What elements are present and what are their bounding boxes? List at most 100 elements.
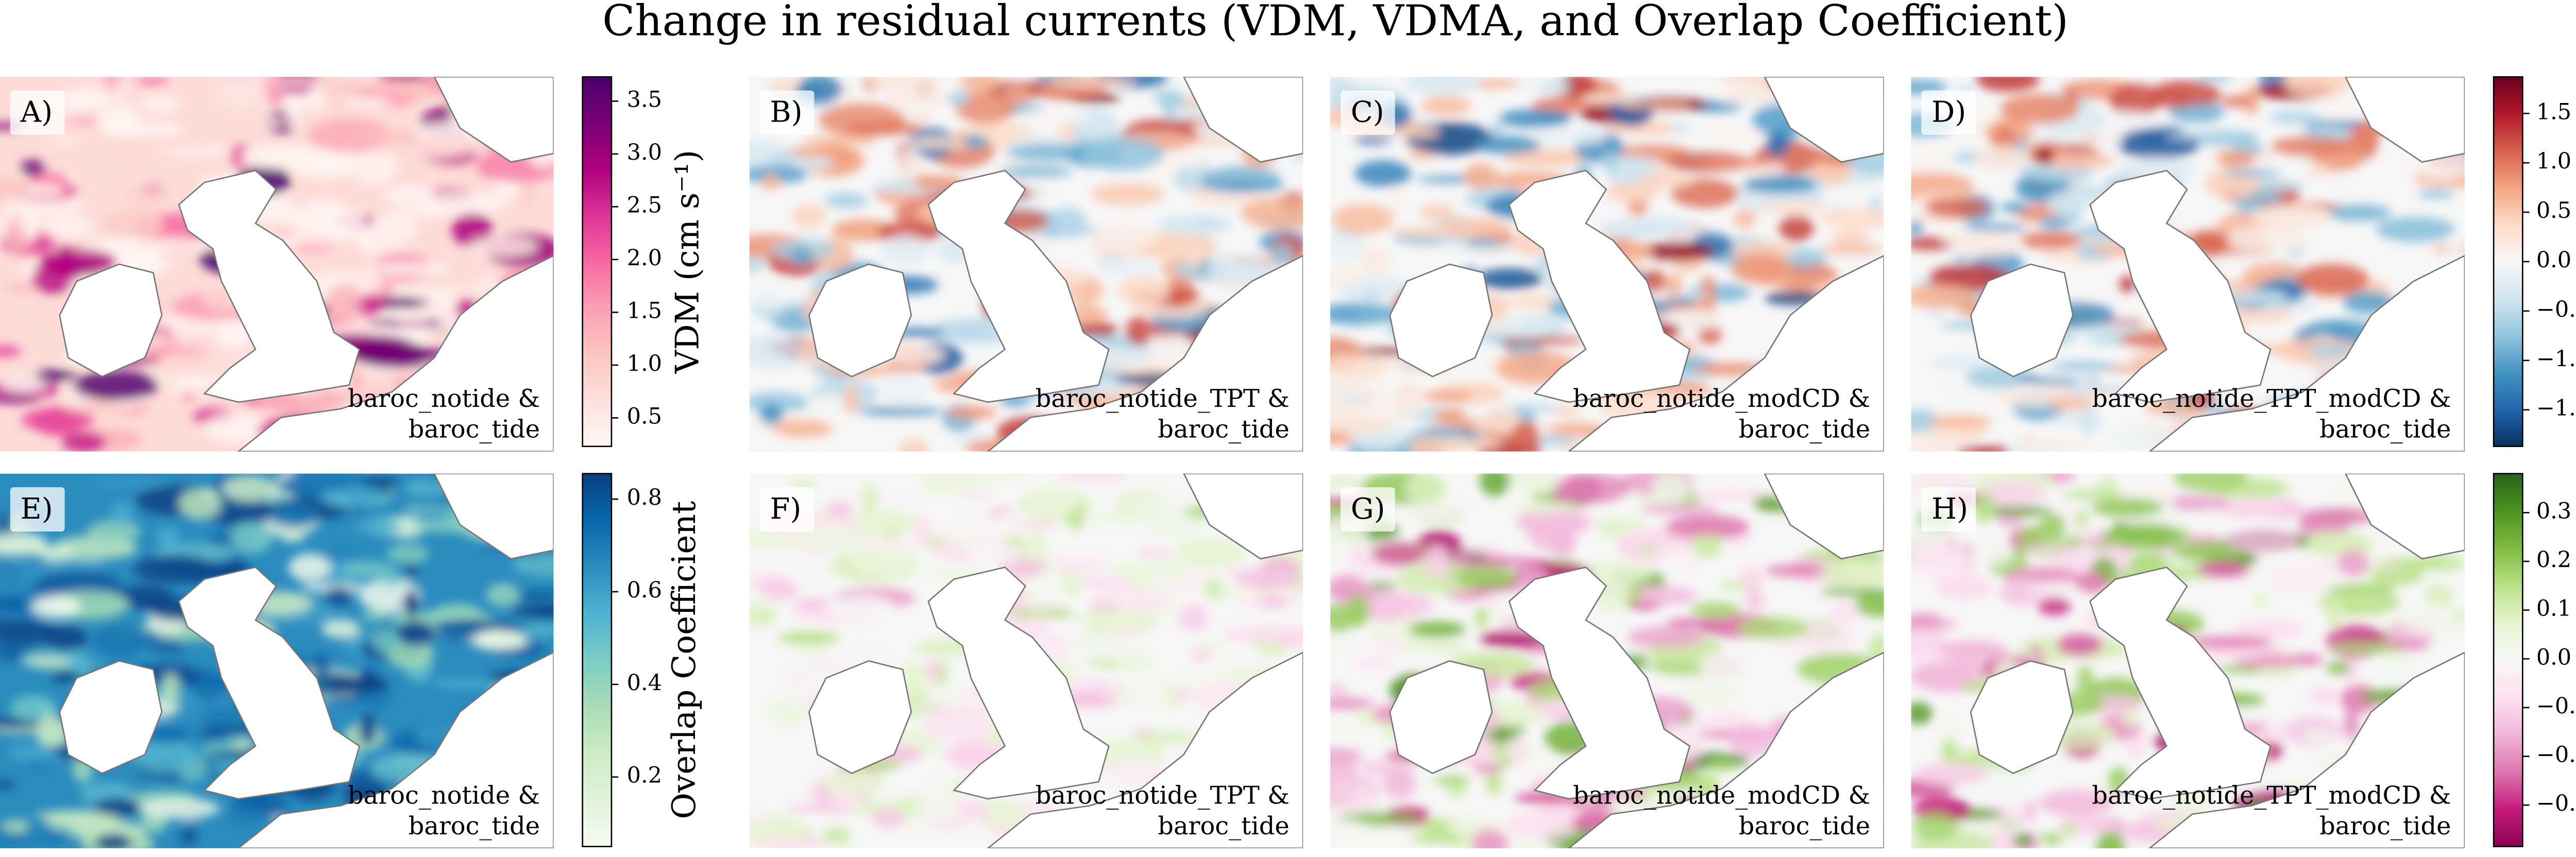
map-feature <box>843 384 859 415</box>
panel-caption: baroc_tide <box>1739 415 1870 443</box>
map-feature <box>804 233 823 240</box>
map-feature <box>1046 207 1088 237</box>
map-feature <box>2050 414 2084 425</box>
map-feature <box>471 630 529 651</box>
map-feature <box>2304 729 2332 744</box>
map-feature <box>1831 230 1870 246</box>
colorbar-tick-label: 0.4 <box>627 670 662 696</box>
colorbar-tick-label: 1.5 <box>627 298 662 323</box>
map-feature <box>749 604 776 627</box>
map-feature <box>103 77 120 92</box>
map-feature <box>1330 267 1363 288</box>
map-feature <box>899 438 929 452</box>
map-feature <box>1652 473 1689 505</box>
map-feature <box>1973 537 2014 566</box>
map-feature <box>2270 136 2353 157</box>
map-feature <box>914 516 932 544</box>
map-feature <box>1424 545 1449 577</box>
map-feature <box>1234 568 1303 590</box>
panel-label: A) <box>20 96 53 129</box>
map-feature <box>22 208 40 240</box>
map-feature <box>2178 105 2222 123</box>
map-feature <box>2097 476 2119 493</box>
panel-caption: baroc_notide_modCD & <box>1573 385 1870 413</box>
panel-caption: baroc_notide & <box>348 385 540 413</box>
map-feature <box>2096 830 2125 848</box>
map-feature <box>1367 581 1396 590</box>
map-feature <box>1504 336 1584 345</box>
map-panel <box>1911 473 2465 848</box>
map-feature <box>61 88 111 106</box>
map-feature <box>278 77 318 95</box>
map-feature <box>162 673 180 707</box>
map-feature <box>1820 588 1884 596</box>
map-feature <box>962 818 985 843</box>
colorbar-tick-label: 1.0 <box>627 351 662 376</box>
map-feature <box>1665 273 1683 297</box>
map-feature <box>1511 421 1540 452</box>
map-feature <box>896 148 923 179</box>
colorbar-label: Overlap Coefficient <box>665 501 703 819</box>
map-feature <box>240 144 310 169</box>
map-feature <box>1391 227 1451 239</box>
colorbar-tick-label: 0.8 <box>627 485 662 510</box>
map-feature <box>1979 481 2043 507</box>
map-feature <box>879 235 932 266</box>
map-feature <box>1408 621 1466 637</box>
map-feature <box>1477 268 1543 289</box>
map-feature <box>824 193 869 209</box>
map-feature <box>1728 724 1775 757</box>
map-feature <box>27 760 53 770</box>
map-feature <box>324 586 352 606</box>
map-feature <box>2309 345 2352 358</box>
map-feature <box>520 625 554 636</box>
map-feature <box>946 405 997 420</box>
map-feature <box>320 486 387 508</box>
map-feature <box>1911 702 1933 725</box>
map-feature <box>2091 498 2163 518</box>
map-feature <box>1026 484 1081 517</box>
map-feature <box>750 839 835 848</box>
map-feature <box>1935 574 1994 601</box>
map-feature <box>430 679 501 688</box>
map-feature <box>2269 110 2320 125</box>
map-feature <box>2000 94 2080 124</box>
map-feature <box>1737 616 1809 639</box>
map-feature <box>1358 246 1392 276</box>
map-feature <box>1048 553 1115 561</box>
map-feature <box>1464 163 1498 190</box>
map-feature <box>1066 486 1111 493</box>
map-feature <box>1699 652 1747 679</box>
map-feature <box>1928 415 1993 427</box>
map-feature <box>1975 77 2040 92</box>
map-feature <box>791 204 827 228</box>
map-feature <box>2001 202 2029 213</box>
map-feature <box>1554 473 1631 504</box>
map-feature <box>1396 562 1481 595</box>
map-feature <box>31 595 81 619</box>
map-feature <box>209 144 224 157</box>
map-feature <box>1241 196 1303 230</box>
panel-caption: baroc_tide <box>1158 415 1289 443</box>
colorbar-tick-label: 0.1 <box>2536 596 2571 622</box>
colorbar-tick-label: −0.2 <box>2536 742 2576 768</box>
map-feature <box>2450 611 2465 620</box>
colorbar-tick-label: 1.5 <box>2536 99 2571 125</box>
map-feature <box>906 815 967 824</box>
map-feature <box>285 100 301 129</box>
map-feature <box>382 185 436 205</box>
map-feature <box>1670 122 1692 135</box>
panel-label-box <box>759 90 815 135</box>
map-feature <box>179 488 222 520</box>
map-feature <box>145 644 188 653</box>
map-feature <box>2119 157 2197 181</box>
map-feature <box>110 502 134 525</box>
map-feature <box>1012 521 1059 528</box>
map-feature <box>1947 375 1963 406</box>
map-feature <box>2337 550 2370 577</box>
map-feature <box>2250 204 2332 230</box>
map-feature <box>1608 797 1634 806</box>
map-feature <box>1330 684 1348 697</box>
map-feature <box>1019 108 1091 126</box>
map-feature <box>116 585 174 610</box>
